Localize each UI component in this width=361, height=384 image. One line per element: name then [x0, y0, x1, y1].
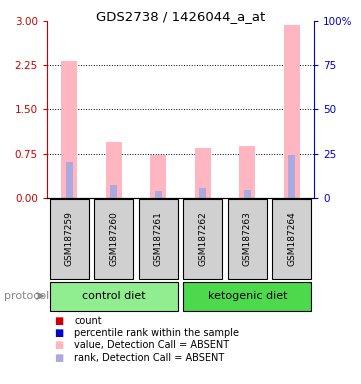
- Text: ketogenic diet: ketogenic diet: [208, 291, 287, 301]
- Text: rank, Detection Call = ABSENT: rank, Detection Call = ABSENT: [74, 353, 224, 362]
- FancyBboxPatch shape: [139, 199, 178, 279]
- Text: GSM187260: GSM187260: [109, 212, 118, 266]
- Bar: [244, 190, 251, 198]
- Text: GSM187261: GSM187261: [154, 212, 163, 266]
- FancyBboxPatch shape: [183, 199, 222, 279]
- Bar: [66, 162, 73, 198]
- FancyBboxPatch shape: [49, 199, 89, 279]
- Text: count: count: [74, 316, 102, 326]
- Bar: [110, 185, 117, 198]
- FancyBboxPatch shape: [49, 282, 178, 311]
- Text: GDS2738 / 1426044_a_at: GDS2738 / 1426044_a_at: [96, 10, 265, 23]
- Text: ■: ■: [54, 340, 64, 350]
- Text: ■: ■: [54, 353, 64, 362]
- Text: percentile rank within the sample: percentile rank within the sample: [74, 328, 239, 338]
- Text: ■: ■: [54, 328, 64, 338]
- Bar: [195, 148, 210, 198]
- Text: GSM187263: GSM187263: [243, 212, 252, 266]
- Bar: [61, 61, 77, 198]
- FancyBboxPatch shape: [272, 199, 312, 279]
- Text: ■: ■: [54, 316, 64, 326]
- Bar: [155, 191, 162, 198]
- Bar: [288, 155, 295, 198]
- FancyBboxPatch shape: [228, 199, 267, 279]
- Text: GSM187259: GSM187259: [65, 212, 74, 266]
- Bar: [239, 146, 255, 198]
- Bar: [199, 188, 206, 198]
- Text: control diet: control diet: [82, 291, 145, 301]
- Text: GSM187264: GSM187264: [287, 212, 296, 266]
- FancyBboxPatch shape: [94, 199, 133, 279]
- Bar: [151, 155, 166, 198]
- Text: GSM187262: GSM187262: [198, 212, 207, 266]
- Bar: [106, 142, 122, 198]
- Text: value, Detection Call = ABSENT: value, Detection Call = ABSENT: [74, 340, 229, 350]
- Bar: [284, 25, 300, 198]
- FancyBboxPatch shape: [183, 282, 312, 311]
- Text: protocol: protocol: [4, 291, 49, 301]
